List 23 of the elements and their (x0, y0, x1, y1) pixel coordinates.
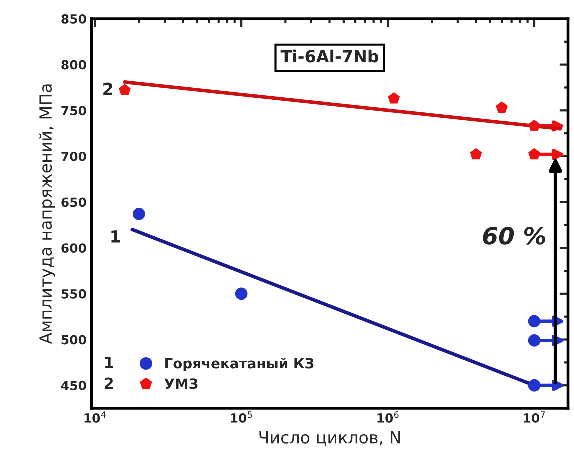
y-axis-title: Амплитуда напряжений, МПа (39, 84, 56, 344)
y-tick-label: 650 (62, 198, 86, 208)
y-tick-label: 500 (62, 335, 86, 345)
y-tick-label: 700 (62, 152, 86, 162)
annotation: 2 (104, 82, 112, 96)
y-tick-label: 850 (62, 14, 86, 24)
x-tick-label: 10$^{4}$ (84, 412, 106, 423)
x-tick-label: 10$^{5}$ (231, 412, 252, 423)
y-tick-label: 450 (61, 381, 86, 391)
x-tick-label: 10$^{6}$ (378, 411, 399, 423)
y-tick-label: 800 (62, 60, 86, 70)
y-tick-label: 600 (62, 244, 86, 254)
x-axis-title: Число циклов, N (260, 432, 400, 446)
annotation: Ti-6Al-7Nb (280, 50, 379, 63)
text: 1 (105, 356, 114, 368)
legend-label: Горячекатаный КЗ (166, 358, 314, 372)
y-tick-label: 550 (62, 289, 86, 299)
x-tick-label: 10$^{7}$ (524, 412, 546, 423)
text: 2 (104, 378, 114, 390)
legend-label: УМЗ (164, 378, 198, 390)
annotation: 1 (112, 230, 120, 243)
y-tick-label: 750 (62, 106, 86, 116)
annotation: 60 % (483, 227, 546, 245)
